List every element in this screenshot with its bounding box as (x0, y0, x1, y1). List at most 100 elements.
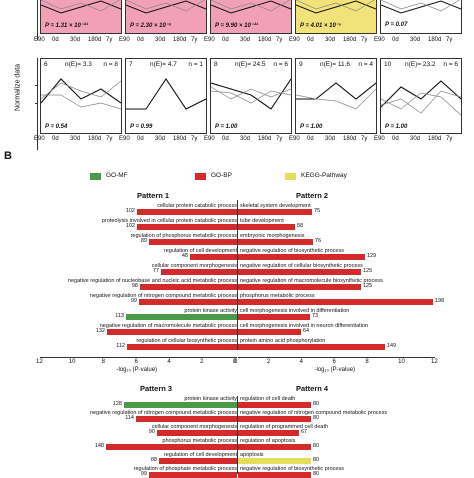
bar-value: 88 (150, 457, 157, 463)
x-tick-label: 30d (325, 136, 336, 142)
x-tick-label: 0d (222, 136, 229, 142)
x-tick-label: 7y (361, 136, 368, 142)
bar-value: 89 (140, 238, 147, 244)
expected-count: n(E)= 24.5 (235, 61, 266, 68)
legend-label: GO-BP (211, 172, 232, 179)
bar (149, 239, 237, 245)
x-axis-tick: 0 (234, 359, 238, 365)
bar-label: protein kinase activity (184, 308, 237, 314)
profile-line (296, 82, 376, 100)
bar-value: 75 (314, 208, 321, 214)
x-tick-label: E90 (374, 37, 385, 43)
y-axis-dot-1 (35, 85, 38, 86)
legend-swatch-kegg-pathway (285, 173, 296, 180)
bar-value: 64 (303, 328, 310, 334)
x-axis-tick: 12 (36, 359, 43, 365)
pattern1-title: Pattern 1 (137, 191, 170, 200)
bar-value: 102 (125, 223, 135, 229)
bar-value: 80 (313, 457, 320, 463)
top-panel-lines (126, 0, 206, 14)
x-tick-label: E90 (289, 136, 300, 142)
bar (157, 430, 237, 436)
center-divider-top (237, 200, 238, 350)
legend-label: GO-MF (106, 172, 128, 179)
x-tick-label: 180d (258, 136, 272, 142)
mid-panel-p-value: P = 1.00 (300, 124, 323, 130)
bar-label: cell morphogenesis involved in different… (240, 308, 350, 314)
profile-line (296, 0, 376, 12)
y-axis-arrow-top (37, 0, 38, 40)
x-tick-label: 180d (343, 136, 357, 142)
top-panel-2: P = 2.30 × 10⁻⁶ (125, 0, 207, 34)
bar-value: 102 (125, 208, 135, 214)
gene-count: n = 6 (443, 61, 458, 68)
bar-value: 198 (435, 298, 445, 304)
bar (137, 209, 237, 215)
x-tick-label: 30d (155, 37, 166, 43)
profile-line (126, 0, 206, 14)
y-axis-arrow-mid (37, 58, 38, 150)
bar-label: protein amino acid phosphorylation (240, 338, 326, 344)
bar-value: 125 (363, 268, 373, 274)
pattern4-title: Pattern 4 (296, 384, 329, 393)
top-panel-p-value: P = 9.90 × 10⁻²¹ (215, 23, 258, 29)
top-panel-4: P = 4.01 × 10⁻⁵ (295, 0, 377, 34)
gene-count: n = 4 (358, 61, 373, 68)
bar (238, 430, 299, 436)
x-tick-label: 180d (258, 37, 272, 43)
bar-value: 148 (94, 443, 104, 449)
bar-value: 73 (312, 313, 319, 319)
expected-count: n(E)= 3.3 (65, 61, 92, 68)
top-panel-1: P = 1.31 × 10⁻²¹ (40, 0, 122, 34)
bar-value: 80 (313, 443, 320, 449)
top-panel-p-value: P = 0.07 (385, 22, 408, 28)
x-tick-label: E90 (34, 37, 45, 43)
bar-label: regulation of cell development (163, 248, 237, 254)
legend-swatch-go-mf (90, 173, 101, 180)
bar-label: negative regulation of macromolecule met… (99, 323, 237, 329)
bar (238, 269, 361, 275)
bar (107, 329, 237, 335)
profile-line (211, 90, 291, 104)
x-tick-label: 7y (446, 37, 453, 43)
y-axis-label: Normalize data (14, 63, 22, 112)
profile-line (381, 0, 461, 14)
bar-value: 77 (152, 268, 159, 274)
bar (127, 344, 237, 350)
x-tick-label: 7y (106, 37, 113, 43)
top-panel-3: P = 9.90 × 10⁻²¹ (210, 0, 292, 34)
pattern-number: 10 (384, 61, 392, 68)
x-tick-label: 7y (446, 136, 453, 142)
profile-line (41, 0, 121, 14)
profile-line (41, 94, 121, 110)
x-tick-label: 7y (361, 37, 368, 43)
bar-value: 149 (387, 343, 397, 349)
bar (238, 472, 311, 478)
profile-line (41, 80, 121, 100)
expected-count: n(E)= 23.2 (405, 61, 436, 68)
mid-panel-lines (296, 82, 376, 110)
mid-panel-10: 10 n(E)= 23.2 n = 6 P = 1.00 (380, 58, 462, 134)
x-axis-tick: 4 (299, 359, 303, 365)
bar-label: protein kinase activity (184, 396, 237, 402)
expected-count: n(E)= 4.7 (150, 61, 177, 68)
profile-line (296, 88, 376, 110)
x-axis-tick: 6 (134, 359, 138, 365)
x-axis-line (238, 357, 435, 358)
x-tick-label: 30d (240, 136, 251, 142)
pattern-number: 8 (214, 61, 218, 68)
x-tick-label: 0d (137, 136, 144, 142)
bar-value: 132 (95, 328, 105, 334)
x-tick-label: 180d (428, 136, 442, 142)
bar (136, 416, 237, 422)
x-tick-label: 7y (276, 37, 283, 43)
x-tick-label: 0d (307, 136, 314, 142)
mid-panel-p-value: P = 0.54 (45, 124, 68, 130)
mid-panel-8: 8 n(E)= 24.5 n = 6 P = 1.00 (210, 58, 292, 134)
pattern-number: 7 (129, 61, 133, 68)
bar-label: cellular component morphogenesis (151, 263, 237, 269)
bar-label: negative regulation of biosynthetic proc… (240, 248, 344, 254)
bar (190, 254, 237, 260)
profile-line (296, 0, 376, 14)
bar-value: 128 (112, 401, 122, 407)
